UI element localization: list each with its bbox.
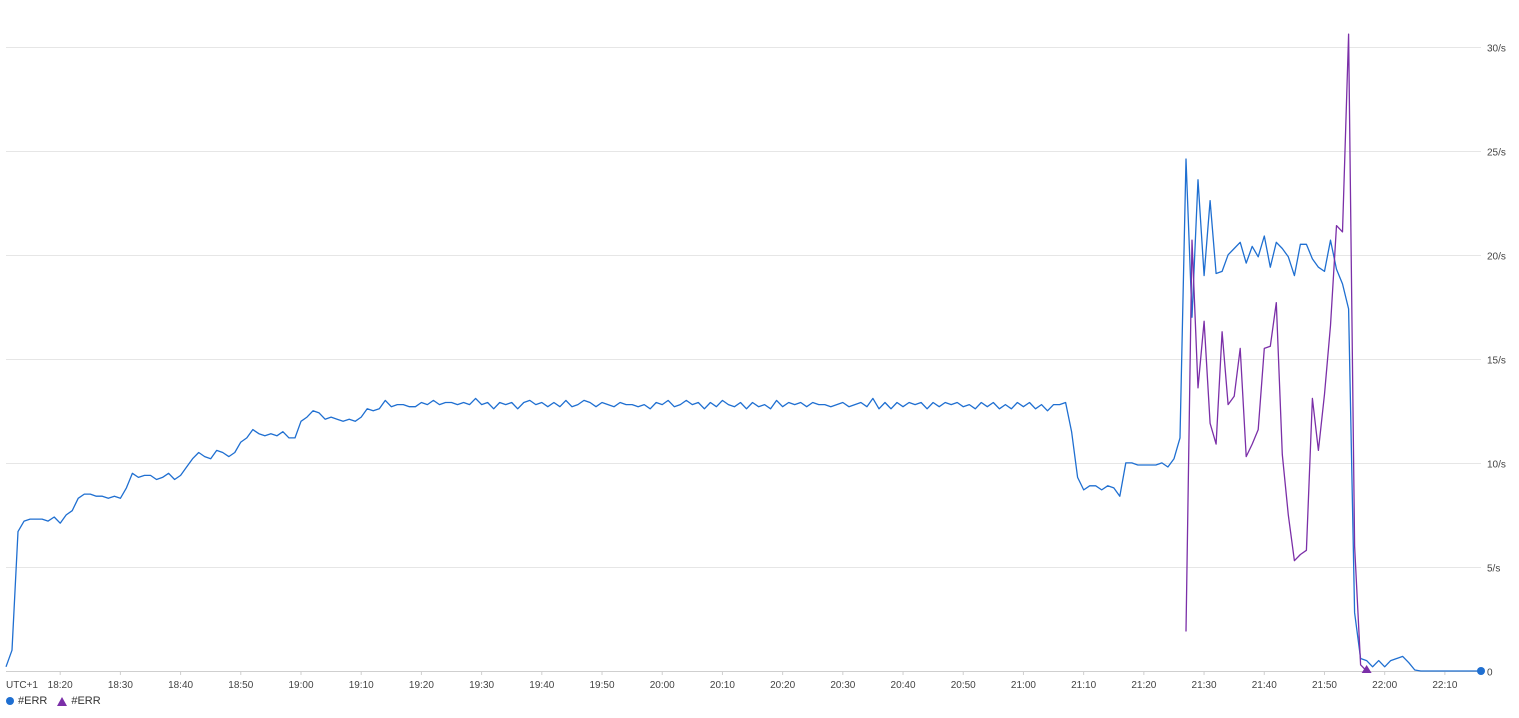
x-tick-label: 21:30 (1192, 680, 1217, 691)
y-tick-label: 5/s (1487, 564, 1500, 575)
x-tick-label: 21:20 (1131, 680, 1156, 691)
x-tick-label: 20:40 (891, 680, 916, 691)
x-tick-label: 19:00 (288, 680, 313, 691)
series-end-marker-triangle (1361, 665, 1372, 673)
x-tick-label: 20:00 (650, 680, 675, 691)
legend-item-series-1[interactable]: #ERR (6, 695, 47, 707)
series-line-1[interactable]: #ERR (5, 158, 1481, 672)
y-tick-label: 30/s (1487, 44, 1506, 55)
x-tick-label: 19:20 (409, 680, 434, 691)
x-tick-label: 21:40 (1252, 680, 1277, 691)
x-tick-label: 21:50 (1312, 680, 1337, 691)
x-tick-label: 19:30 (469, 680, 494, 691)
x-tick-label: 20:30 (830, 680, 855, 691)
x-tick-label: 21:10 (1071, 680, 1096, 691)
gridlines (6, 47, 1481, 672)
x-axis: UTC+1 18:20 18:30 18:40 18:50 19:00 19:10 19:20… (6, 671, 1458, 691)
legend: #ERR #ERR (6, 693, 111, 709)
x-tick-label: 22:00 (1372, 680, 1397, 691)
y-axis: 0 5/s 10/s 15/s 20/s 25/s 30/s (1487, 44, 1506, 679)
timezone-label: UTC+1 (6, 680, 38, 691)
x-tick-label: 22:10 (1432, 680, 1457, 691)
x-tick-label: 20:10 (710, 680, 735, 691)
x-tick-label: 19:10 (349, 680, 374, 691)
x-tick-label: 20:50 (951, 680, 976, 691)
series-layer: #ERR#ERR (5, 33, 1481, 672)
series-line-2[interactable]: #ERR (1185, 33, 1368, 672)
y-tick-label: 25/s (1487, 148, 1506, 159)
y-tick-label: 20/s (1487, 252, 1506, 263)
legend-label: #ERR (18, 695, 48, 707)
x-tick-label: 18:20 (48, 680, 73, 691)
x-tick-label: 20:20 (770, 680, 795, 691)
legend-label: #ERR (71, 695, 101, 707)
x-tick-label: 19:40 (529, 680, 554, 691)
legend-item-series-2[interactable]: #ERR (57, 695, 101, 707)
x-tick-label: 19:50 (590, 680, 615, 691)
series-end-marker-circle (1477, 667, 1485, 675)
x-tick-label: 18:30 (108, 680, 133, 691)
y-tick-label: 0 (1487, 668, 1493, 679)
x-tick-label: 18:50 (228, 680, 253, 691)
circle-marker-icon (6, 697, 14, 705)
y-tick-label: 10/s (1487, 460, 1506, 471)
end-markers (1361, 665, 1485, 675)
y-tick-label: 15/s (1487, 356, 1506, 367)
x-tick-label: 18:40 (168, 680, 193, 691)
triangle-marker-icon (57, 696, 68, 706)
x-tick-label: 21:00 (1011, 680, 1036, 691)
